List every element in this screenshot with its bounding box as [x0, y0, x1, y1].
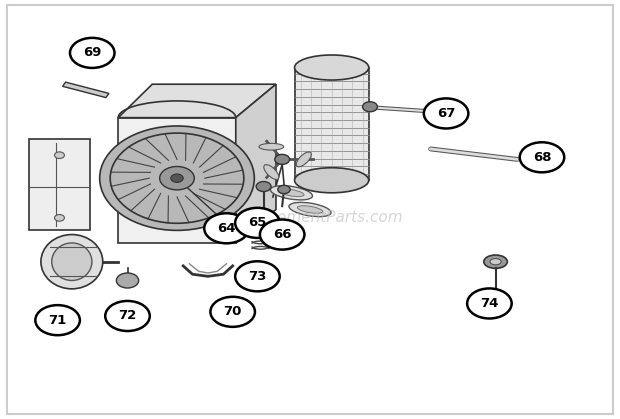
Circle shape [117, 273, 139, 288]
Circle shape [235, 261, 280, 291]
Circle shape [275, 154, 290, 164]
Circle shape [55, 215, 64, 221]
Polygon shape [118, 118, 236, 243]
Polygon shape [63, 82, 109, 98]
Circle shape [70, 38, 115, 68]
Circle shape [256, 181, 271, 191]
Circle shape [260, 220, 304, 250]
Text: eReplacementParts.com: eReplacementParts.com [216, 210, 404, 225]
Circle shape [100, 126, 254, 230]
Text: 65: 65 [248, 216, 267, 229]
Text: 66: 66 [273, 228, 291, 241]
Bar [294, 67, 369, 180]
Circle shape [105, 301, 150, 331]
Ellipse shape [294, 55, 369, 80]
Ellipse shape [294, 168, 369, 193]
Bar [29, 139, 91, 230]
Text: 70: 70 [223, 305, 242, 318]
Ellipse shape [259, 143, 284, 150]
Circle shape [363, 102, 378, 112]
Circle shape [204, 213, 249, 243]
Ellipse shape [289, 202, 331, 217]
Ellipse shape [279, 189, 304, 197]
Circle shape [171, 174, 183, 182]
Circle shape [235, 208, 280, 238]
Circle shape [520, 142, 564, 172]
Polygon shape [236, 84, 276, 243]
Circle shape [424, 98, 468, 129]
Text: 72: 72 [118, 310, 136, 323]
Ellipse shape [270, 186, 312, 200]
Ellipse shape [41, 235, 103, 289]
Text: 64: 64 [217, 222, 236, 235]
Circle shape [210, 297, 255, 327]
Ellipse shape [296, 152, 311, 167]
Text: 73: 73 [248, 270, 267, 283]
Circle shape [55, 152, 64, 158]
Text: 71: 71 [48, 314, 67, 327]
Circle shape [160, 166, 194, 190]
Text: 69: 69 [83, 47, 102, 59]
Ellipse shape [484, 255, 507, 269]
Text: 67: 67 [437, 107, 455, 120]
Circle shape [35, 305, 80, 335]
Text: 74: 74 [480, 297, 498, 310]
Polygon shape [118, 84, 276, 118]
Text: 68: 68 [533, 151, 551, 164]
Circle shape [467, 288, 512, 318]
Ellipse shape [264, 165, 279, 179]
Ellipse shape [298, 206, 322, 213]
Ellipse shape [490, 259, 501, 265]
Ellipse shape [51, 243, 92, 280]
Circle shape [278, 185, 290, 194]
